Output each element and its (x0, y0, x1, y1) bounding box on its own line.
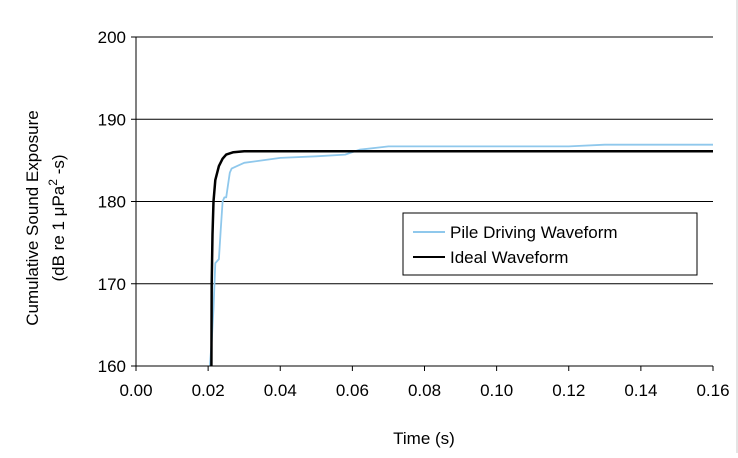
x-tick-label-6: 0.12 (552, 381, 585, 400)
x-tick-label-5: 0.10 (480, 381, 513, 400)
y-tick-label-4: 200 (98, 28, 126, 47)
x-tick-label-3: 0.06 (336, 381, 369, 400)
y-tick-label-1: 170 (98, 275, 126, 294)
legend-box (402, 212, 698, 276)
x-tick-label-0: 0.00 (119, 381, 152, 400)
y-axis-label: Cumulative Sound Exposure (dB re 1 μPa2 … (23, 110, 68, 325)
y-axis-label-superscript: 2 (46, 179, 60, 186)
legend-label-pile-driving: Pile Driving Waveform (450, 223, 618, 242)
y-axis-label-line2-post: -s) (49, 154, 68, 179)
legend: Pile Driving Waveform Ideal Waveform (402, 212, 698, 276)
y-tick-label-0: 160 (98, 357, 126, 376)
series-layer (209, 143, 713, 367)
y-tick-label-3: 190 (98, 110, 126, 129)
x-tick-label-1: 0.02 (192, 381, 225, 400)
y-tick-label-2: 180 (98, 193, 126, 212)
y-axis-label-line1: Cumulative Sound Exposure (23, 110, 42, 325)
axis-layer (131, 36, 714, 371)
tick-label-layer: 160 170 180 190 200 0.00 0.02 0.04 0.06 0.08 0.10 0… (98, 28, 730, 400)
x-tick-label-2: 0.04 (264, 381, 297, 400)
legend-label-ideal: Ideal Waveform (450, 248, 568, 267)
x-axis-label: Time (s) (393, 429, 455, 448)
series-line-1 (210, 150, 713, 367)
series-line-0 (209, 143, 713, 367)
y-axis-label-line2: (dB re 1 μPa2 -s) (46, 154, 68, 281)
x-tick-label-4: 0.08 (408, 381, 441, 400)
x-tick-label-7: 0.14 (624, 381, 657, 400)
x-tick-label-8: 0.16 (696, 381, 729, 400)
y-axis-label-line2-pre: (dB re 1 μPa (49, 185, 68, 281)
